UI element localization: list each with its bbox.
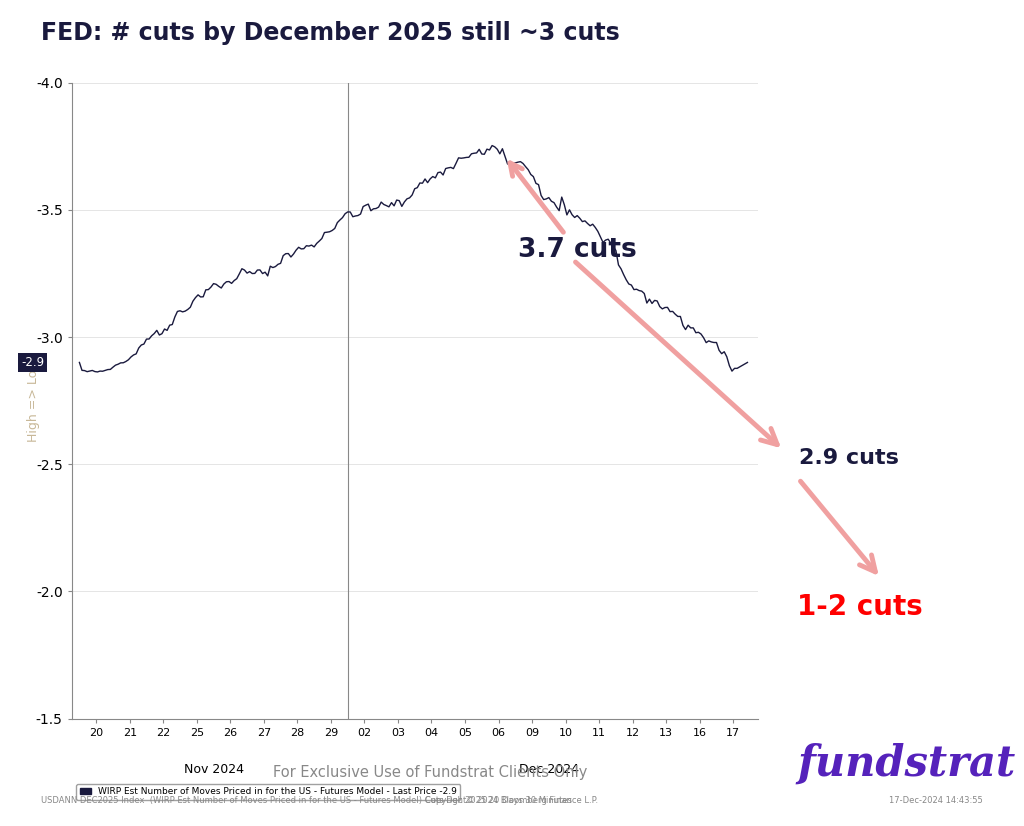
Text: -2.9: -2.9 bbox=[22, 356, 44, 369]
Text: Copyright© 2024 Bloomberg Finance L.P.: Copyright© 2024 Bloomberg Finance L.P. bbox=[425, 796, 599, 805]
Text: USDANN DEC2025 Index  (WIRP Est Number of Moves Priced in for the US - Futures M: USDANN DEC2025 Index (WIRP Est Number of… bbox=[41, 796, 572, 805]
Text: Dec 2024: Dec 2024 bbox=[519, 763, 579, 776]
Text: 17-Dec-2024 14:43:55: 17-Dec-2024 14:43:55 bbox=[889, 796, 983, 805]
Legend: WIRP Est Number of Moves Priced in for the US - Futures Model - Last Price -2.9: WIRP Est Number of Moves Priced in for t… bbox=[76, 784, 461, 800]
Text: 1-2 cuts: 1-2 cuts bbox=[798, 593, 923, 621]
Text: Nov 2024: Nov 2024 bbox=[183, 763, 244, 776]
Text: High => Low: High => Low bbox=[28, 359, 40, 442]
Text: fundstrat: fundstrat bbox=[797, 743, 1016, 785]
Text: For Exclusive Use of Fundstrat Clients Only: For Exclusive Use of Fundstrat Clients O… bbox=[272, 765, 588, 780]
Text: 2.9 cuts: 2.9 cuts bbox=[799, 449, 899, 468]
Text: FED: # cuts by December 2025 still ~3 cuts: FED: # cuts by December 2025 still ~3 cu… bbox=[41, 21, 620, 45]
Text: 3.7 cuts: 3.7 cuts bbox=[510, 163, 637, 263]
